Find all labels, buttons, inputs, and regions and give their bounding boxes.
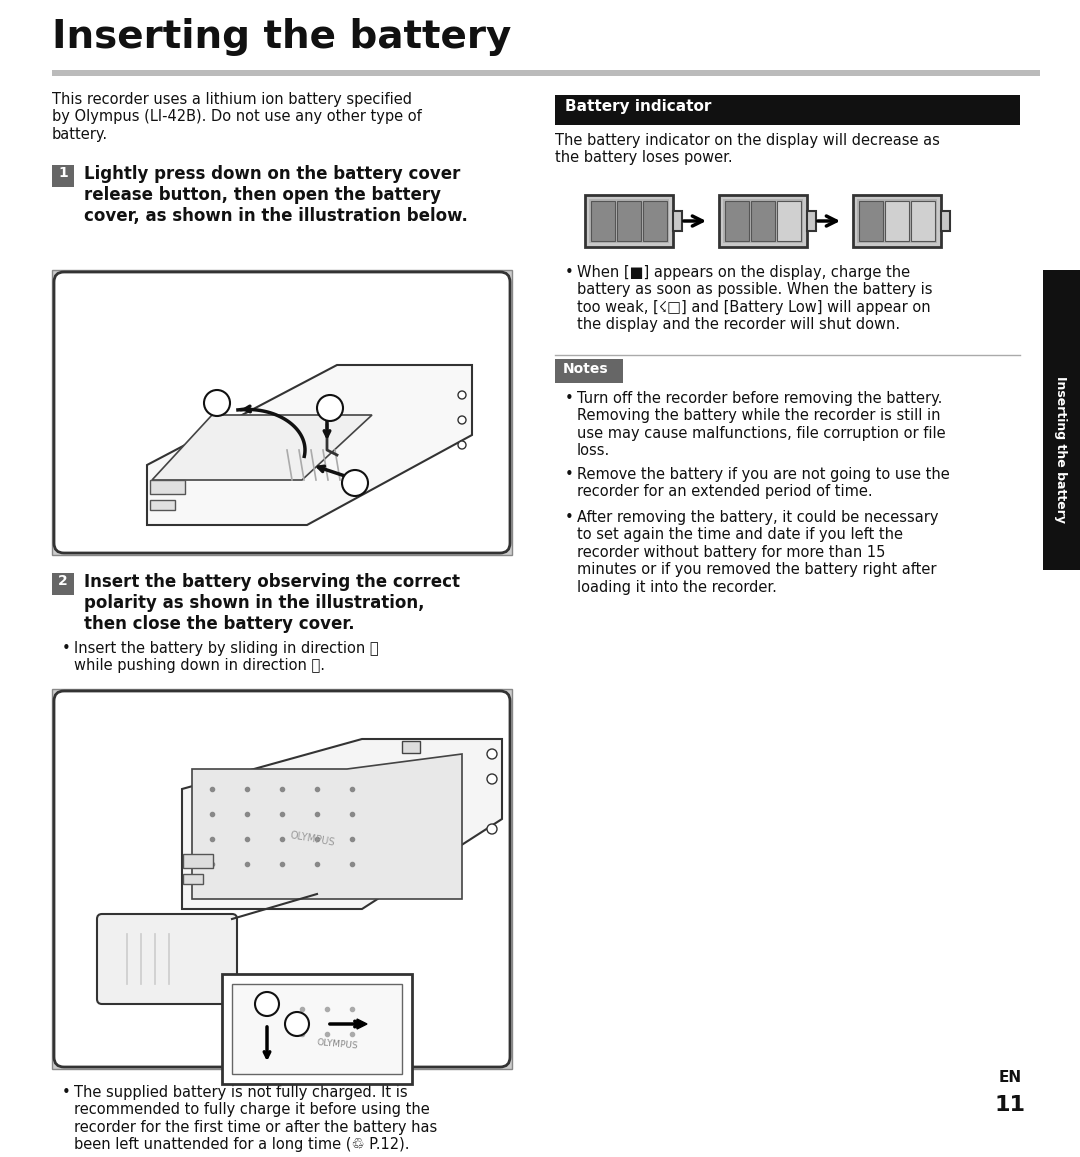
- Text: Insert the battery observing the correct
polarity as shown in the illustration,
: Insert the battery observing the correct…: [84, 573, 460, 633]
- Text: Inserting the battery: Inserting the battery: [52, 19, 511, 56]
- Bar: [751, 201, 775, 241]
- Circle shape: [458, 391, 465, 399]
- Polygon shape: [183, 739, 502, 909]
- Text: B: B: [262, 997, 272, 1010]
- Bar: [555, 359, 623, 383]
- Text: Turn off the recorder before removing the battery.
Removing the battery while th: Turn off the recorder before removing th…: [577, 391, 946, 458]
- Bar: [885, 201, 909, 241]
- Bar: [777, 201, 801, 241]
- Text: •: •: [565, 391, 573, 406]
- Text: A: A: [293, 1017, 301, 1030]
- Circle shape: [342, 470, 368, 496]
- Bar: [673, 211, 681, 231]
- Bar: [150, 480, 185, 494]
- FancyBboxPatch shape: [54, 691, 510, 1067]
- Bar: [591, 201, 615, 241]
- Bar: [52, 165, 75, 187]
- Circle shape: [458, 441, 465, 449]
- Text: OLYMPUS: OLYMPUS: [288, 830, 335, 848]
- Text: •: •: [62, 641, 71, 656]
- Circle shape: [487, 824, 497, 834]
- Bar: [643, 201, 667, 241]
- Circle shape: [255, 992, 279, 1016]
- Bar: [912, 201, 935, 241]
- Polygon shape: [357, 1019, 367, 1029]
- Text: 1: 1: [1052, 278, 1070, 302]
- Bar: [183, 854, 213, 868]
- FancyBboxPatch shape: [54, 272, 510, 553]
- Bar: [1043, 270, 1080, 570]
- Text: Inserting the battery: Inserting the battery: [1054, 376, 1067, 523]
- Bar: [183, 874, 203, 884]
- Circle shape: [458, 417, 465, 423]
- Text: 11: 11: [995, 1095, 1026, 1115]
- Text: EN: EN: [998, 1070, 1022, 1085]
- Bar: [585, 196, 673, 246]
- Text: Notes: Notes: [563, 362, 609, 376]
- Polygon shape: [192, 754, 462, 899]
- Bar: [725, 201, 750, 241]
- Text: OLYMPUS: OLYMPUS: [316, 1038, 359, 1051]
- Bar: [859, 201, 883, 241]
- Text: When [■] appears on the display, charge the
battery as soon as possible. When th: When [■] appears on the display, charge …: [577, 265, 932, 332]
- Text: The battery indicator on the display will decrease as
the battery loses power.: The battery indicator on the display wil…: [555, 133, 940, 165]
- Text: The supplied battery is not fully charged. It is
recommended to fully charge it : The supplied battery is not fully charge…: [75, 1085, 437, 1152]
- Bar: [617, 201, 642, 241]
- Text: •: •: [565, 265, 573, 280]
- Bar: [402, 740, 420, 753]
- Text: Battery indicator: Battery indicator: [565, 100, 712, 115]
- Text: After removing the battery, it could be necessary
to set again the time and date: After removing the battery, it could be …: [577, 510, 939, 595]
- Bar: [723, 199, 804, 243]
- Bar: [232, 983, 402, 1074]
- Text: Remove the battery if you are not going to use the
recorder for an extended peri: Remove the battery if you are not going …: [577, 467, 949, 500]
- Bar: [853, 196, 941, 246]
- Text: •: •: [565, 467, 573, 482]
- Bar: [52, 71, 1040, 76]
- Bar: [807, 211, 816, 231]
- Text: •: •: [565, 510, 573, 525]
- Circle shape: [487, 774, 497, 784]
- Circle shape: [487, 749, 497, 759]
- Text: 1: 1: [58, 165, 68, 180]
- Bar: [222, 974, 411, 1084]
- Text: 2: 2: [58, 574, 68, 588]
- Bar: [555, 95, 1020, 125]
- Circle shape: [318, 395, 343, 421]
- Bar: [150, 500, 175, 510]
- Text: •: •: [62, 1085, 71, 1100]
- Text: Lightly press down on the battery cover
release button, then open the battery
co: Lightly press down on the battery cover …: [84, 165, 468, 224]
- Text: This recorder uses a lithium ion battery specified
by Olympus (LI-42B). Do not u: This recorder uses a lithium ion battery…: [52, 93, 422, 142]
- Circle shape: [285, 1012, 309, 1036]
- Circle shape: [204, 390, 230, 417]
- Text: 1: 1: [325, 400, 335, 414]
- Text: 3: 3: [213, 395, 221, 410]
- Bar: [52, 270, 512, 555]
- Text: 2: 2: [351, 476, 360, 489]
- Bar: [941, 211, 950, 231]
- Bar: [858, 199, 937, 243]
- Bar: [719, 196, 807, 246]
- Text: Insert the battery by sliding in direction Ⓐ
while pushing down in direction Ⓑ.: Insert the battery by sliding in directi…: [75, 641, 379, 673]
- Bar: [589, 199, 669, 243]
- Polygon shape: [152, 415, 372, 480]
- Bar: [52, 573, 75, 595]
- FancyBboxPatch shape: [97, 914, 237, 1004]
- Bar: [52, 690, 512, 1069]
- Polygon shape: [147, 364, 472, 525]
